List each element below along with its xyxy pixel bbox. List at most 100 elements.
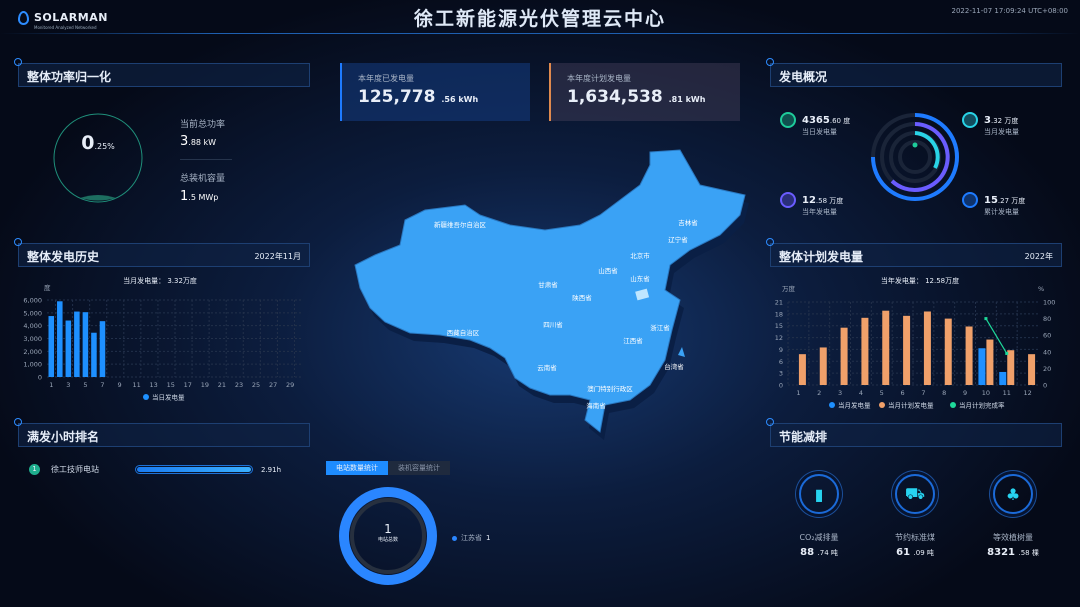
overview-rings [871,113,959,201]
planned-bar [903,315,911,385]
x-tick: 29 [286,381,294,389]
x-tick: 9 [117,381,121,389]
station-tabs: 电站数量统计 装机容量统计 [326,461,450,475]
x-tick: 25 [252,381,260,389]
x-tick: 11 [132,381,140,389]
actual-bar [999,371,1007,385]
y-axis-label: 度 [44,283,51,292]
bar [74,311,80,377]
planned-bar [965,326,973,385]
planned-bar [840,327,848,385]
planned-bar [798,354,806,385]
planned-bar [882,310,890,385]
y-axis-label: 万度 [782,284,796,293]
panel-header-overview: 发电概况 [766,58,1062,87]
brand-tagline: Monitored Analyzed Networked [34,25,97,30]
x-tick: 1 [796,389,800,397]
y-tick: 0 [779,382,783,390]
stat-ring-icon [780,112,796,128]
overview-stat: 3.32 万度 当月发电量 [962,108,1019,137]
map-label: 甘肃省 [538,280,558,289]
completion-line [985,318,1008,354]
x-tick: 12 [1023,389,1031,397]
legend-marker [143,394,149,400]
x-tick: 19 [201,381,209,389]
bar [65,320,72,377]
map-label: 海南省 [586,401,606,410]
y2-tick: 60 [1043,332,1051,340]
ranking-row[interactable]: 1 徐工技师电站 2.91h [29,464,281,475]
x-tick: 7 [100,381,104,389]
planned-bar [1028,354,1036,385]
x-tick: 5 [83,381,87,389]
x-tick: 9 [963,389,967,397]
solarman-drop-icon [18,11,29,25]
x-tick: 2 [817,389,821,397]
actual-bar [978,348,986,385]
coal-cart-icon: ⛟ [895,474,935,514]
eco-trees: ♣ 等效植树量 8321 .58 棵 [968,474,1058,558]
map-label: 吉林省 [678,218,698,227]
card-year-generated: 本年度已发电量 125,778 .56 kWh [340,63,530,121]
header-divider [0,33,1080,34]
planned-bar [861,317,869,385]
completion-point [1005,351,1009,355]
x-tick: 15 [167,381,175,389]
x-tick: 4 [859,389,863,397]
datetime: 2022-11-07 17:09:24 UTC+08:00 [951,7,1068,15]
divider [180,159,232,160]
card-year-planned: 本年度计划发电量 1,634,538 .81 kWh [549,63,740,121]
power-percent: 0.25% [81,132,115,154]
y2-tick: 0 [1043,382,1047,390]
capacity-value: 1.5 MWp [180,189,219,204]
x-tick: 7 [921,389,925,397]
bar [82,312,89,377]
legend-label: 当月计划发电量 [888,401,934,410]
history-summary: 当月发电量： 3.32万度 [123,277,197,285]
y2-axis-label: % [1038,285,1044,293]
x-tick: 1 [49,381,53,389]
y-tick: 12 [775,334,783,342]
map-label: 江西省 [623,336,643,345]
overview-stat: 15.27 万度 累计发电量 [962,188,1025,217]
power-gauge [53,113,143,203]
x-tick: 8 [942,389,946,397]
legend-label: 当月计划完成率 [959,401,1005,410]
y-tick: 0 [38,374,42,382]
stat-ring-icon [780,192,796,208]
tab-capacity[interactable]: 装机容量统计 [388,461,450,475]
bar [48,316,55,377]
brand-logo: SOLARMAN Monitored Analyzed Networked [18,6,108,30]
tab-station-count[interactable]: 电站数量统计 [326,461,388,475]
y-tick: 15 [775,322,783,330]
map-label: 西藏自治区 [447,328,480,337]
map-label: 辽宁省 [668,235,688,244]
history-period: 2022年11月 [254,252,301,261]
y2-tick: 20 [1043,365,1051,373]
ranking-bar [135,465,253,474]
map-label: 山西省 [598,266,618,275]
y-tick: 6 [779,358,783,366]
y-tick: 3 [779,370,783,378]
legend-marker [829,402,835,408]
x-tick: 13 [150,381,158,389]
x-tick: 11 [1003,389,1011,397]
station-legend: 江苏省 1 [452,533,490,543]
plan-period: 2022年 [1024,252,1053,261]
x-tick: 27 [269,381,277,389]
y-tick: 4,000 [23,322,42,330]
station-marker-icon [635,288,650,301]
eco-co2: ▮ CO₂减排量 88 .74 吨 [774,474,864,558]
stat-ring-icon [962,112,978,128]
y-tick: 6,000 [23,297,42,305]
y2-tick: 40 [1043,348,1051,356]
planned-bar [923,311,931,385]
panel-header-plan: 整体计划发电量 2022年 [766,238,1062,267]
y-tick: 3,000 [23,335,42,343]
y2-tick: 80 [1043,315,1051,323]
brand-name: SOLARMAN [34,11,108,24]
panel-header-history: 整体发电历史 2022年11月 [14,238,310,267]
y-tick: 21 [775,299,783,307]
